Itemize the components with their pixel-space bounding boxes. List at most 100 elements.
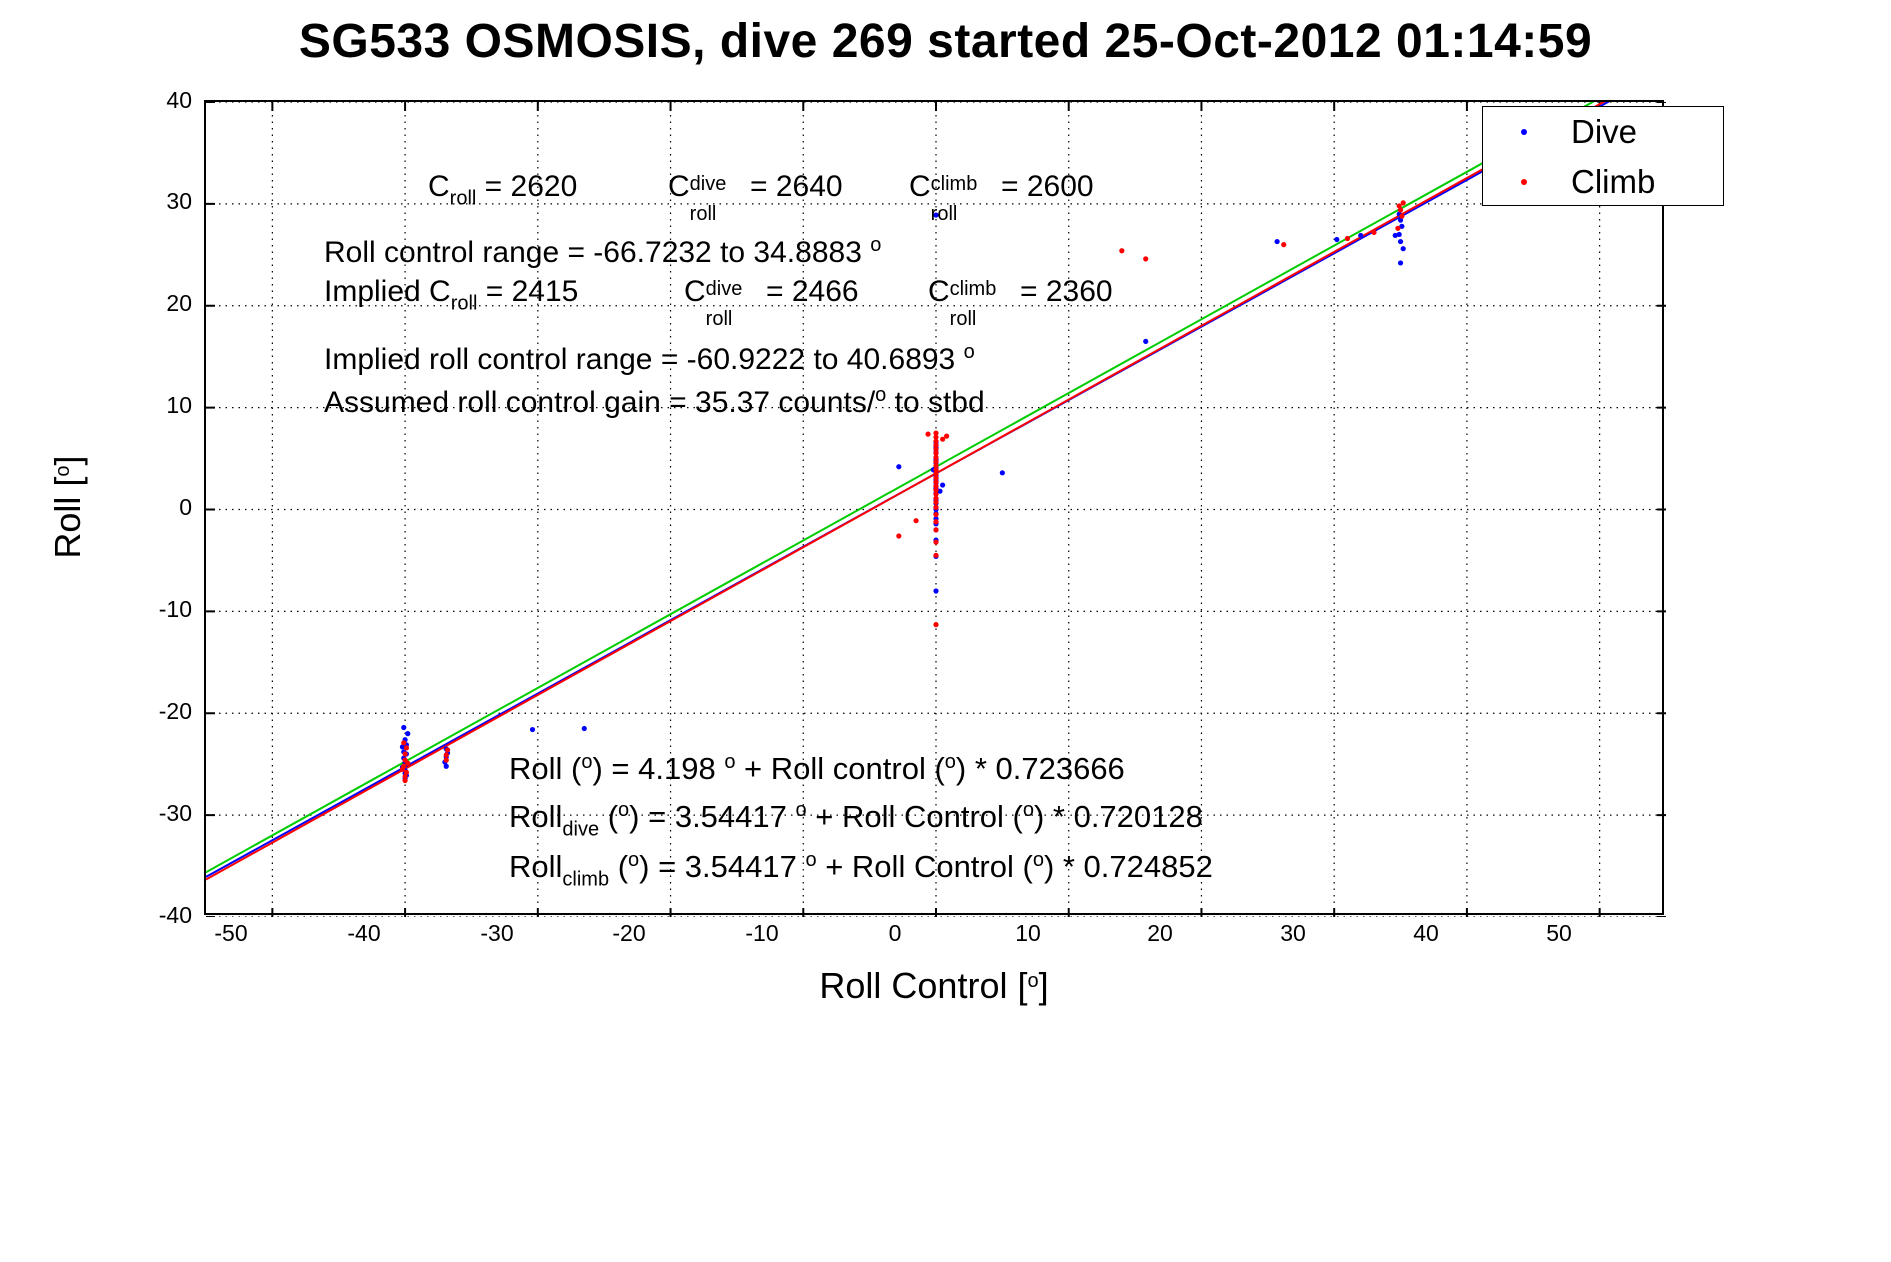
x-tick: 30 [1280,920,1306,946]
annotation-c-roll: Croll = 2620 [428,170,578,210]
eq2-subscript: dive [562,818,600,841]
eq3-subscript: climb [562,868,610,891]
implied-c-roll-subscript: roll [450,292,478,315]
eq1-part-a: Roll ( [509,751,582,786]
degree-icon: o [870,234,882,256]
assumed-gain-text: Assumed roll control gain = 35.37 counts… [324,386,876,419]
degree-icon: o [875,384,887,406]
eq3-part-c: ) = 3.54417 [639,849,806,884]
equation-roll-all: Roll (o) = 4.198 o + Roll control (o) * … [509,752,1125,784]
eq2-part-a: Roll [509,799,563,834]
degree-icon: o [628,849,640,871]
scatter-plot-svg [206,102,1666,917]
degree-icon: o [963,341,975,363]
annotation-c-roll-climb: C climb roll = 2600 [909,170,1094,225]
x-tick: 50 [1546,920,1572,946]
legend-marker-dive [1521,129,1527,135]
eq1-part-d: ) * 0.723666 [955,751,1125,786]
y-axis-label-wrap: Roll [o] [0,0,88,558]
legend-item-climb[interactable]: Climb [1483,157,1725,207]
implied-climb-value: = 2360 [1011,275,1113,308]
equation-roll-dive: Rolldive (o) = 3.54417 o + Roll Control … [509,800,1203,839]
y-tick: 40 [166,87,192,113]
legend[interactable]: Dive Climb [1482,106,1724,206]
eq3-part-a: Roll [509,849,563,884]
x-tick: 0 [888,920,902,946]
c-roll-climb-subscript: roll [930,203,958,225]
y-axis-label: Roll [o] [47,297,89,717]
annotation-c-roll-dive: C dive roll = 2640 [668,170,843,225]
legend-item-dive[interactable]: Dive [1483,107,1725,157]
y-tick: -30 [158,800,192,826]
eq2-part-c: ) = 3.54417 [629,799,796,834]
degree-icon: o [724,751,736,773]
degree-icon: o [944,751,956,773]
degree-icon: o [581,751,593,773]
c-roll-climb-value: = 2600 [992,170,1094,203]
degree-icon: o [618,799,630,821]
implied-c-roll-value: = 2415 [477,275,579,308]
y-tick: 0 [179,494,192,520]
implied-climb-symbol: C [928,275,950,308]
annotation-implied-roll-control-range: Implied roll control range = -60.9222 to… [324,342,975,375]
equation-roll-climb: Rollclimb (o) = 3.54417 o + Roll Control… [509,850,1213,889]
implied-dive-superscript: dive [705,278,743,300]
x-axis-ticks: -50 -40 -30 -20 -10 0 10 20 30 40 50 [164,922,1704,952]
degree-icon: o [1027,970,1039,992]
implied-dive-value: = 2466 [757,275,859,308]
y-tick: 20 [166,290,192,316]
annotation-implied-c-roll-climb: C climb roll = 2360 [928,275,1113,330]
y-tick: -20 [158,698,192,724]
x-axis-label: Roll Control [o] [204,965,1664,1007]
eq1-part-c: + Roll control ( [735,751,945,786]
annotation-roll-control-range: Roll control range = -66.7232 to 34.8883… [324,235,881,268]
annotation-implied-c-roll-dive: C dive roll = 2466 [684,275,859,330]
legend-label-climb: Climb [1571,163,1656,200]
implied-climb-superscript: climb [949,278,997,300]
data-points-climb [399,200,1406,784]
eq3-part-e: ) * 0.724852 [1043,849,1213,884]
y-tick: -40 [158,902,192,928]
implied-range-text: Implied roll control range = -60.9222 to… [324,343,964,376]
degree-icon: o [1032,849,1044,871]
c-roll-value: = 2620 [476,170,578,203]
x-tick: -20 [612,920,646,946]
y-axis-ticks: 40 30 20 10 0 -10 -20 -30 -40 [118,89,192,927]
eq1-part-b: ) = 4.198 [592,751,725,786]
annotation-implied-c-roll: Implied Croll = 2415 [324,275,579,315]
c-roll-dive-symbol: C [668,170,690,203]
y-tick: -10 [158,596,192,622]
x-axis-label-close: ] [1038,965,1049,1006]
c-roll-dive-value: = 2640 [741,170,843,203]
c-roll-dive-superscript: dive [689,173,727,195]
implied-c-roll-prefix: Implied C [324,275,451,308]
c-roll-subscript: roll [449,187,477,210]
degree-icon: o [1022,799,1034,821]
plot-area: Croll = 2620 C dive roll = 2640 C climb … [204,100,1666,917]
x-axis-label-text: Roll Control [ [819,965,1028,1006]
roll-control-range-text: Roll control range = -66.7232 to 34.8883 [324,236,871,269]
degree-icon: o [805,849,817,871]
y-axis-label-close: ] [47,455,88,466]
legend-marker-climb [1521,179,1527,185]
assumed-gain-suffix: to stbd [886,386,985,419]
eq2-part-d: + Roll Control ( [806,799,1023,834]
eq2-part-b: ( [599,799,619,834]
x-tick: 10 [1015,920,1041,946]
implied-dive-symbol: C [684,275,706,308]
c-roll-dive-subscript: roll [689,203,717,225]
eq3-part-b: ( [609,849,629,884]
y-tick: 30 [166,188,192,214]
axis-tickmarks [206,102,1666,917]
implied-climb-subscript: roll [949,308,977,330]
eq3-part-d: + Roll Control ( [816,849,1033,884]
c-roll-symbol: C [428,170,450,203]
eq2-part-e: ) * 0.720128 [1033,799,1203,834]
x-tick: -40 [347,920,381,946]
y-tick: 10 [166,392,192,418]
x-tick: -10 [745,920,779,946]
legend-label-dive: Dive [1571,113,1638,150]
c-roll-climb-symbol: C [909,170,931,203]
y-axis-label-text: Roll [ [47,476,88,559]
